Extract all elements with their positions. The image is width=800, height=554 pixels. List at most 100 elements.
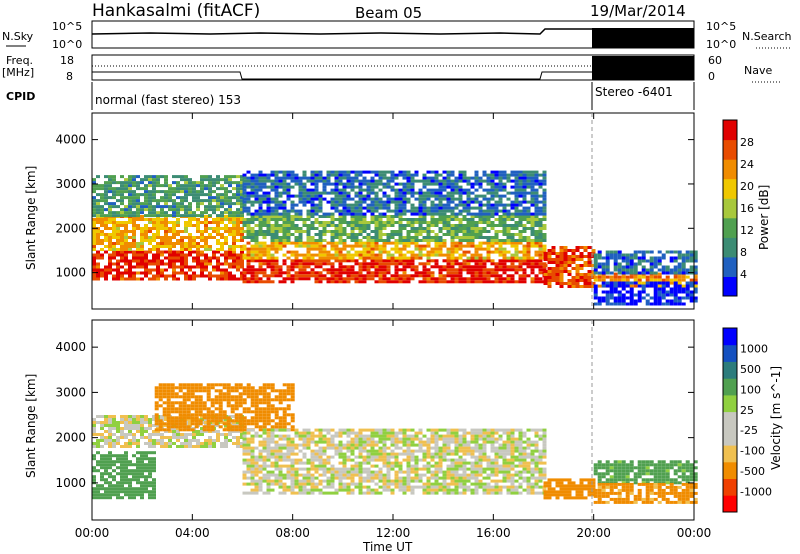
echo-cell <box>144 466 148 470</box>
echo-cell <box>466 179 471 183</box>
echo-cell <box>96 265 100 269</box>
echo-cell <box>386 194 391 198</box>
echo-cell <box>206 416 211 420</box>
echo-cell <box>266 392 271 396</box>
echo-cell <box>164 196 168 200</box>
echo-cell <box>140 493 144 497</box>
echo-cell <box>152 277 156 281</box>
echo-cell <box>124 463 128 467</box>
echo-cell <box>144 457 148 461</box>
echo-cell <box>378 265 383 269</box>
echo-cell <box>270 224 275 227</box>
echo-cell <box>196 208 200 212</box>
echo-cell <box>206 422 211 426</box>
echo-cell <box>216 181 220 185</box>
echo-cell <box>246 458 251 462</box>
echo-cell <box>575 267 580 270</box>
echo-cell <box>370 230 375 233</box>
echo-cell <box>96 460 100 464</box>
echo-cell <box>140 430 144 433</box>
echo-cell <box>148 427 152 430</box>
echo-cell <box>510 262 515 266</box>
echo-cell <box>378 188 383 192</box>
echo-cell <box>136 242 140 245</box>
echo-cell <box>621 302 626 306</box>
echo-cell <box>629 290 634 294</box>
echo-cell <box>160 271 164 275</box>
echo-cell <box>470 274 475 278</box>
echo-cell <box>140 424 144 427</box>
echo-cell <box>250 479 255 483</box>
echo-cell <box>685 284 690 288</box>
echo-cell <box>438 274 443 278</box>
echo-cell <box>204 227 208 230</box>
echo-cell <box>434 253 439 257</box>
echo-cell <box>653 265 658 269</box>
echo-cell <box>224 178 228 182</box>
echo-cell <box>242 431 247 435</box>
echo-cell <box>100 268 104 272</box>
echo-cell <box>112 221 116 224</box>
echo-cell <box>128 487 132 491</box>
echo-cell <box>216 433 220 436</box>
echo-cell <box>322 262 327 266</box>
echo-cell <box>156 271 160 275</box>
echo-cell <box>240 211 244 215</box>
echo-cell <box>547 252 552 255</box>
echo-cell <box>587 273 592 276</box>
echo-cell <box>210 416 215 420</box>
echo-cell <box>250 416 255 420</box>
echo-cell <box>108 205 112 209</box>
echo-cell <box>534 239 539 242</box>
echo-cell <box>434 265 439 269</box>
echo-cell <box>514 212 519 216</box>
echo-cell <box>124 205 128 209</box>
echo-cell <box>382 247 387 251</box>
echo-cell <box>390 236 395 239</box>
echo-cell <box>518 209 523 213</box>
echo-cell <box>538 271 543 275</box>
echo-cell <box>128 445 132 448</box>
echo-cell <box>310 179 315 183</box>
echo-cell <box>354 244 359 248</box>
echo-cell <box>172 208 176 212</box>
echo-cell <box>158 392 163 396</box>
echo-cell <box>458 280 463 284</box>
echo-cell <box>254 191 259 195</box>
echo-cell <box>657 268 662 272</box>
echo-cell <box>649 275 654 279</box>
echo-cell <box>314 271 319 275</box>
colorbar-tick-label: 24 <box>740 158 754 171</box>
echo-cell <box>254 491 259 495</box>
echo-cell <box>587 282 592 285</box>
echo-cell <box>240 230 244 233</box>
echo-cell <box>208 187 212 191</box>
echo-cell <box>506 233 511 236</box>
echo-cell <box>414 170 419 174</box>
echo-cell <box>168 239 172 242</box>
echo-cell <box>282 410 287 414</box>
echo-cell <box>250 182 255 186</box>
echo-cell <box>418 203 423 207</box>
echo-cell <box>120 430 124 433</box>
echo-cell <box>164 175 168 179</box>
echo-cell <box>246 476 251 480</box>
echo-cell <box>246 179 251 183</box>
echo-cell <box>294 271 299 275</box>
echo-cell <box>128 418 132 421</box>
echo-cell <box>124 460 128 464</box>
echo-cell <box>454 212 459 216</box>
echo-cell <box>266 173 271 177</box>
echo-cell <box>172 205 176 209</box>
echo-cell <box>108 433 112 436</box>
echo-cell <box>172 199 176 203</box>
echo-cell <box>609 275 614 279</box>
echo-cell <box>148 463 152 467</box>
echo-cell <box>486 241 491 245</box>
echo-cell <box>250 218 255 221</box>
echo-cell <box>254 233 259 236</box>
echo-cell <box>266 419 271 423</box>
echo-cell <box>192 274 196 278</box>
echo-cell <box>108 242 112 245</box>
echo-cell <box>358 191 363 195</box>
